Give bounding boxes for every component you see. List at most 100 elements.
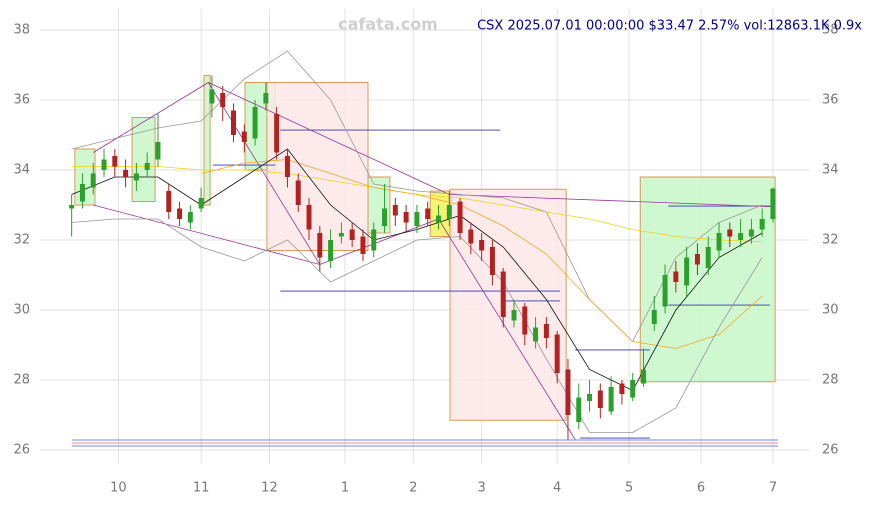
y-tick-label: 38 — [13, 23, 30, 38]
watermark: cafata.com — [338, 15, 438, 34]
candle-body — [511, 310, 517, 321]
y-tick-label: 26 — [13, 443, 30, 458]
candle-body — [694, 254, 700, 265]
candle-body — [770, 188, 776, 219]
candle-body — [209, 89, 215, 104]
candle-body — [295, 180, 301, 205]
candle-body — [597, 390, 603, 408]
candle-body — [403, 212, 409, 223]
x-tick-label: 11 — [193, 481, 210, 496]
trendline — [93, 82, 773, 208]
candle-body — [144, 163, 150, 170]
candle-body — [662, 275, 668, 307]
candle-body — [69, 205, 75, 209]
overlay-line — [71, 50, 763, 343]
candle-body — [630, 380, 636, 398]
candle-body — [112, 156, 118, 167]
x-tick-label: 7 — [769, 481, 777, 496]
candle-body — [651, 310, 657, 324]
candle-body — [241, 131, 247, 142]
candle-body — [263, 93, 269, 104]
x-tick-label: 4 — [553, 481, 561, 496]
x-tick-label: 12 — [261, 481, 278, 496]
candle-body — [392, 205, 398, 216]
candle-body — [705, 247, 711, 268]
overlay-line — [201, 159, 763, 349]
candle-body — [543, 324, 549, 338]
candle-body — [565, 369, 571, 415]
zone — [131, 117, 156, 202]
candle-body — [619, 383, 625, 394]
candle-body — [155, 142, 161, 160]
candle-body — [220, 93, 226, 107]
candle-body — [371, 229, 377, 251]
candle-body — [101, 159, 107, 170]
candle-body — [716, 233, 722, 251]
candle-body — [166, 191, 172, 212]
zone — [449, 188, 567, 421]
chart-title: CSX 2025.07.01 00:00:00 $33.47 2.57% vol… — [477, 19, 862, 34]
y-tick-label: 34 — [13, 163, 30, 178]
candle-body — [738, 233, 744, 240]
candle-body — [306, 205, 312, 230]
candle-body — [435, 215, 441, 223]
y-tick-label-right: 28 — [822, 373, 839, 388]
x-tick-label: 1 — [341, 481, 349, 496]
y-tick-label-right: 26 — [822, 443, 839, 458]
candle-body — [328, 240, 334, 261]
candle-body — [414, 212, 420, 226]
y-tick-label: 28 — [13, 373, 30, 388]
candle-body — [198, 198, 204, 209]
y-tick-label-right: 32 — [822, 233, 839, 248]
candle-body — [479, 240, 485, 251]
candle-body — [123, 170, 129, 177]
candle-body — [684, 257, 690, 286]
y-tick-label: 32 — [13, 233, 30, 248]
candle-body — [608, 387, 614, 412]
candle-body — [587, 394, 593, 401]
candle-body — [468, 229, 474, 244]
candle-body — [640, 369, 646, 384]
candle-body — [360, 236, 366, 254]
candle-body — [533, 327, 539, 342]
candle-body — [284, 156, 290, 177]
zone — [266, 82, 369, 251]
candle-body — [90, 173, 96, 188]
y-tick-label-right: 36 — [822, 93, 839, 108]
candle-body — [133, 173, 139, 181]
candle-body — [230, 110, 236, 135]
candle-body — [317, 233, 323, 258]
candle-body — [425, 208, 431, 219]
y-tick-label-right: 30 — [822, 303, 839, 318]
candle-body — [759, 219, 765, 230]
zone — [203, 75, 211, 206]
x-tick-label: 5 — [625, 481, 633, 496]
candle-body — [673, 271, 679, 282]
candle-body — [457, 201, 463, 233]
candle-body — [727, 229, 733, 237]
candle-body — [177, 208, 183, 219]
candle-body — [522, 306, 528, 335]
candle-body — [274, 114, 280, 153]
trendline — [207, 82, 321, 265]
x-tick-label: 6 — [697, 481, 705, 496]
x-tick-label: 10 — [110, 481, 127, 496]
candle-body — [446, 205, 452, 219]
candle-body — [252, 107, 258, 139]
candle-body — [79, 184, 85, 202]
candle-body — [349, 229, 355, 240]
candle-body — [338, 233, 344, 237]
candle-body — [500, 271, 506, 317]
x-tick-label: 2 — [409, 481, 417, 496]
candle-body — [748, 229, 754, 237]
candle-body — [489, 247, 495, 275]
candle-body — [576, 397, 582, 422]
y-tick-label: 30 — [13, 303, 30, 318]
overlay-line — [71, 218, 763, 433]
y-tick-label-right: 34 — [822, 163, 839, 178]
x-tick-label: 3 — [478, 481, 486, 496]
candle-body — [382, 208, 388, 226]
y-tick-label: 36 — [13, 93, 30, 108]
candle-body — [554, 334, 560, 373]
